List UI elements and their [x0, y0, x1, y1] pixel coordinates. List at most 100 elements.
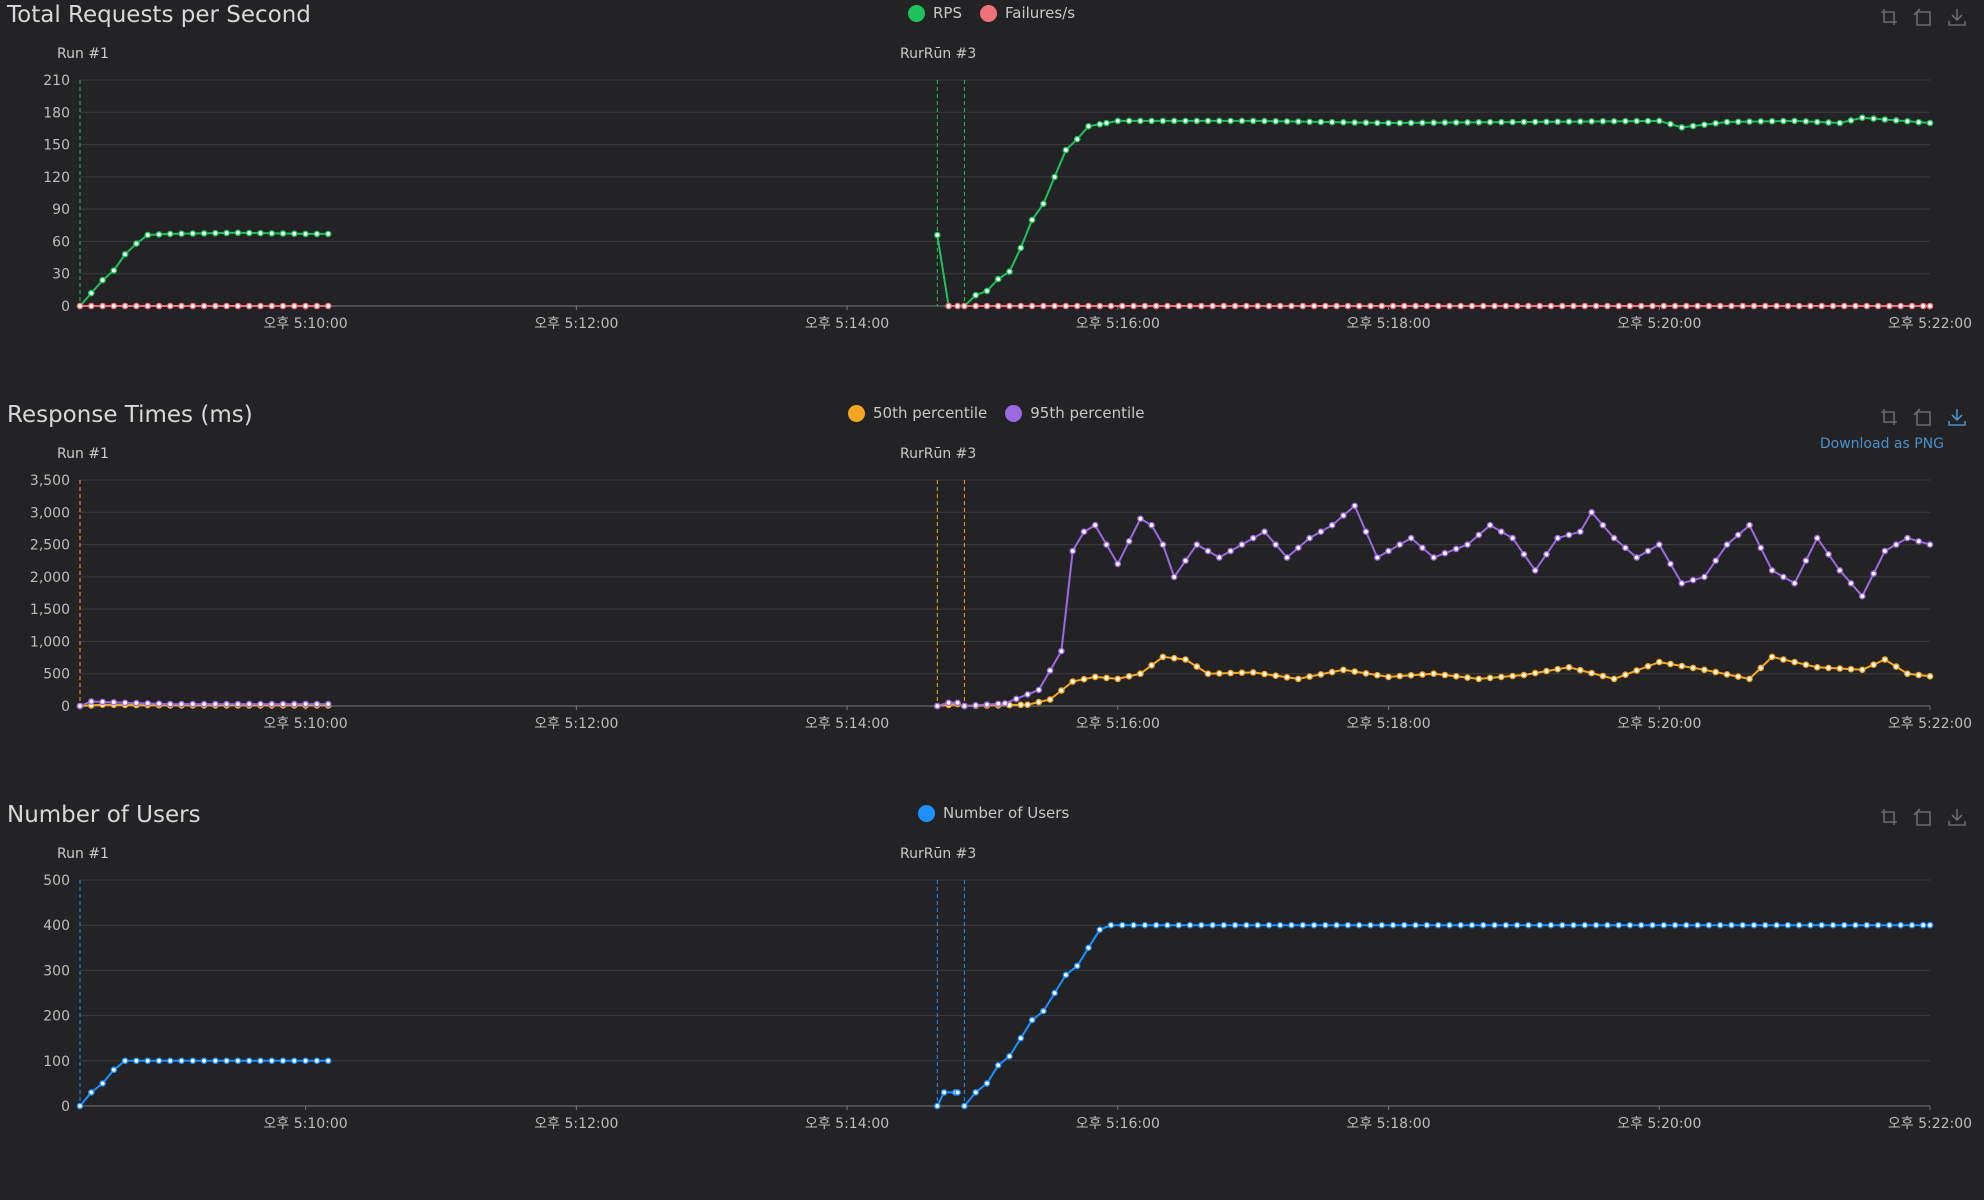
legend-item-rps[interactable]: RPS: [908, 4, 962, 22]
50th-percentile-point: [1622, 671, 1629, 679]
failures-s-point: [1536, 302, 1543, 310]
50th-percentile-point: [1396, 672, 1404, 680]
50th-percentile-point: [1148, 661, 1155, 669]
x-tick-label: 오후 5:18:00: [1346, 316, 1430, 332]
y-tick-label: 2,000: [30, 570, 70, 586]
restore-icon[interactable]: [1912, 806, 1934, 828]
50th-percentile-point: [1204, 670, 1212, 678]
number-of-users-point: [1886, 921, 1893, 929]
legend-item-p50[interactable]: 50th percentile: [848, 404, 987, 422]
number-of-users-point: [257, 1057, 264, 1065]
rps-point: [1723, 118, 1731, 126]
zoom-icon[interactable]: [1878, 6, 1900, 28]
95th-percentile-point: [1701, 573, 1708, 581]
restore-icon[interactable]: [1912, 406, 1934, 428]
failures-s-point: [1660, 302, 1668, 310]
y-tick-label: 0: [61, 299, 70, 315]
50th-percentile-point: [1024, 701, 1031, 709]
50th-percentile-point: [1701, 666, 1708, 674]
legend-item-p95[interactable]: 95th percentile: [1005, 404, 1145, 422]
download-icon[interactable]: [1946, 6, 1968, 28]
rps-point: [1362, 119, 1370, 126]
50th-percentile-point: [1847, 665, 1855, 673]
failures-s-point: [972, 302, 980, 310]
rps-series-line: [936, 234, 950, 307]
failures-s-point: [1649, 302, 1656, 310]
failures-s-point: [1807, 302, 1814, 310]
95th-percentile-point: [1610, 534, 1618, 542]
legend-item-failures[interactable]: Failures/s: [980, 4, 1075, 22]
failures-s-point: [1085, 302, 1092, 310]
rps-point: [1182, 117, 1189, 125]
restore-icon[interactable]: [1912, 6, 1934, 28]
number-of-users-point: [954, 1089, 961, 1096]
rps-point: [1554, 118, 1561, 125]
95th-percentile-point: [1464, 541, 1471, 548]
95th-percentile-point: [1091, 521, 1099, 529]
number-of-users-point: [1491, 921, 1498, 929]
number-of-users-point: [1265, 921, 1273, 929]
failures-s-point: [1468, 302, 1476, 310]
legend-label-failures: Failures/s: [1005, 4, 1076, 22]
failures-s-point: [166, 302, 174, 310]
50th-percentile-point: [1768, 653, 1776, 661]
number-of-users-point: [88, 1089, 95, 1096]
number-of-users-point: [155, 1057, 163, 1065]
95th-percentile-point: [1216, 554, 1223, 561]
95th-percentile-point: [1509, 534, 1516, 542]
y-tick-label: 0: [61, 1099, 70, 1115]
failures-s-point: [234, 302, 242, 310]
95th-percentile-point: [76, 702, 84, 710]
95th-percentile-point: [1069, 547, 1076, 555]
chart-title: Total Requests per Second: [7, 2, 311, 28]
rps-chart: 0 30 60 90 120 150 180 210 오후 5:10:00 오후 5:12:00 오…: [43, 46, 1972, 332]
failures-s-point: [1795, 302, 1803, 310]
95th-percentile-point: [302, 700, 309, 708]
50th-percentile-point: [1543, 667, 1550, 675]
number-of-users-point: [1378, 921, 1386, 929]
failures-s-point: [133, 302, 140, 310]
rps-point: [200, 230, 208, 237]
legend-item-users[interactable]: Number of Users: [918, 804, 1069, 822]
rps-point: [1712, 120, 1719, 127]
50th-percentile-point: [1915, 671, 1922, 679]
number-of-users-point: [189, 1057, 197, 1065]
y-tick-label: 60: [52, 234, 70, 250]
rps-point: [313, 230, 321, 238]
50th-percentile-point: [1046, 696, 1054, 703]
rps-point: [1096, 121, 1104, 128]
rps-point: [1667, 120, 1674, 128]
number-of-users-point: [1637, 921, 1645, 929]
failures-s-point: [1096, 302, 1104, 310]
95th-percentile-point: [1892, 541, 1900, 548]
download-icon[interactable]: [1946, 406, 1968, 428]
50th-percentile-point: [1464, 674, 1471, 681]
rps-point: [983, 287, 991, 295]
zoom-icon[interactable]: [1878, 406, 1900, 428]
50th-percentile-point: [1452, 672, 1460, 680]
number-of-users-point: [144, 1057, 151, 1065]
download-icon[interactable]: [1946, 806, 1968, 828]
rps-point: [1757, 118, 1765, 125]
failures-s-point: [1705, 302, 1713, 310]
50th-percentile-point: [1644, 662, 1652, 670]
95th-percentile-point: [178, 700, 185, 708]
95th-percentile-point: [1791, 579, 1798, 587]
95th-percentile-point: [1170, 573, 1178, 581]
95th-percentile-point: [1904, 534, 1911, 542]
number-of-users-point: [324, 1057, 332, 1065]
number-of-users-point: [1107, 921, 1115, 929]
95th-percentile-point: [234, 700, 242, 708]
95th-percentile-point: [1035, 686, 1043, 694]
zoom-icon[interactable]: [1878, 806, 1900, 828]
number-of-users-point: [1852, 921, 1859, 929]
95th-percentile-point: [1915, 537, 1922, 545]
number-of-users-point: [1446, 921, 1453, 929]
failures-s-point: [1570, 302, 1577, 310]
95th-percentile-point: [189, 700, 197, 708]
95th-percentile-point: [1125, 537, 1133, 545]
50th-percentile-point: [1069, 678, 1076, 685]
failures-s-point: [1209, 302, 1216, 310]
rps-point: [212, 229, 219, 237]
number-of-users-point: [934, 1102, 941, 1110]
